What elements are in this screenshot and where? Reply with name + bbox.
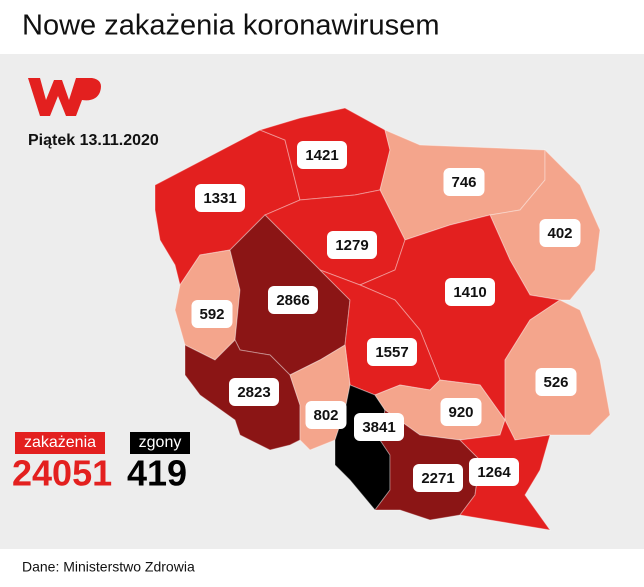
label-box xyxy=(191,300,233,328)
label-box xyxy=(327,231,377,259)
label-box xyxy=(268,286,318,314)
label-box xyxy=(305,401,347,429)
region-value: 1279 xyxy=(335,237,368,254)
legend-label: zgony xyxy=(139,434,182,451)
region-labels: 1331 1421 746 402 1279 592 2866 1410 1557 526 2823… xyxy=(191,141,581,492)
label-box xyxy=(469,458,519,486)
legend: zakażenia 24051 zgony 419 xyxy=(12,432,190,494)
region-value: 402 xyxy=(547,225,572,242)
region-value: 746 xyxy=(451,174,476,191)
region-value: 1410 xyxy=(453,284,486,301)
label-box xyxy=(535,368,577,396)
region-value: 2823 xyxy=(237,384,270,401)
label-box xyxy=(354,413,404,441)
legend-box xyxy=(15,432,105,454)
region-value: 1557 xyxy=(375,344,408,361)
label-box xyxy=(440,398,482,426)
source: Dane: Ministerstwo Zdrowia xyxy=(22,559,195,575)
legend-total: 419 xyxy=(127,453,187,494)
label-box xyxy=(297,141,347,169)
label-box xyxy=(443,168,485,196)
legend-label: zakażenia xyxy=(24,434,96,451)
label-box xyxy=(367,338,417,366)
region-value: 1421 xyxy=(305,147,338,164)
region-value: 526 xyxy=(543,374,568,391)
date: Piątek 13.11.2020 xyxy=(28,132,159,149)
region-value: 2866 xyxy=(276,292,309,309)
region-value: 1331 xyxy=(203,190,236,207)
region-value: 592 xyxy=(199,306,224,323)
legend-total: 24051 xyxy=(12,453,112,494)
label-box xyxy=(229,378,279,406)
legend-box xyxy=(130,432,190,454)
region-value: 802 xyxy=(313,407,338,424)
logo xyxy=(28,78,101,116)
region-value: 2271 xyxy=(421,470,454,487)
label-box xyxy=(195,184,245,212)
region-value: 3841 xyxy=(362,419,395,436)
region-value: 920 xyxy=(448,404,473,421)
label-box xyxy=(539,219,581,247)
label-box xyxy=(413,464,463,492)
region-value: 1264 xyxy=(477,464,511,481)
label-box xyxy=(445,278,495,306)
title: Nowe zakażenia koronawirusem xyxy=(22,10,439,42)
